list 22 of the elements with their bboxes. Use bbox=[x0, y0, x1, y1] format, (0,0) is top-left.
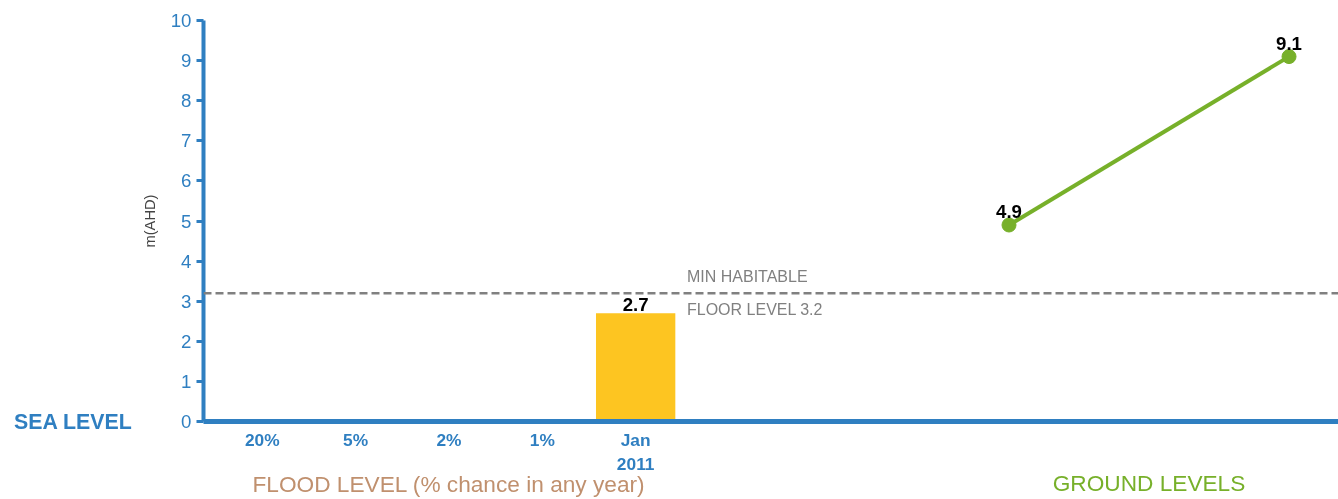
x-tick-label: 20% bbox=[244, 429, 280, 450]
y-tick-label: 10 bbox=[170, 10, 192, 31]
data-label: 4.9 bbox=[996, 201, 1022, 223]
y-tick-label: 7 bbox=[181, 130, 192, 152]
text: SEA LEVEL bbox=[13, 409, 132, 434]
data-label: 2.7 bbox=[622, 294, 649, 316]
y-tick-label: 6 bbox=[181, 170, 192, 192]
x-tick-label: 2% bbox=[436, 429, 462, 450]
y-tick-label: 1 bbox=[181, 370, 192, 392]
x-tick-label: 5% bbox=[343, 429, 369, 450]
y-tick-label: 2 bbox=[181, 330, 192, 352]
ref-line-label: MIN HABITABLE FLOOR LEVEL 3.2 bbox=[687, 268, 823, 319]
y-tick-label: 4 bbox=[181, 250, 192, 272]
y-tick-label: 5 bbox=[181, 210, 192, 232]
y-tick-label: 9 bbox=[181, 50, 192, 72]
data-label: 9.1 bbox=[1276, 32, 1302, 54]
text: GROUND LEVELS bbox=[1052, 469, 1246, 496]
y-tick-label: 3 bbox=[181, 290, 192, 312]
y-axis-title: m(AHD) bbox=[141, 194, 158, 248]
y-tick-label: 8 bbox=[181, 90, 192, 112]
x-tick-label: 1% bbox=[529, 429, 555, 450]
y-tick-label: 0 bbox=[181, 411, 192, 432]
